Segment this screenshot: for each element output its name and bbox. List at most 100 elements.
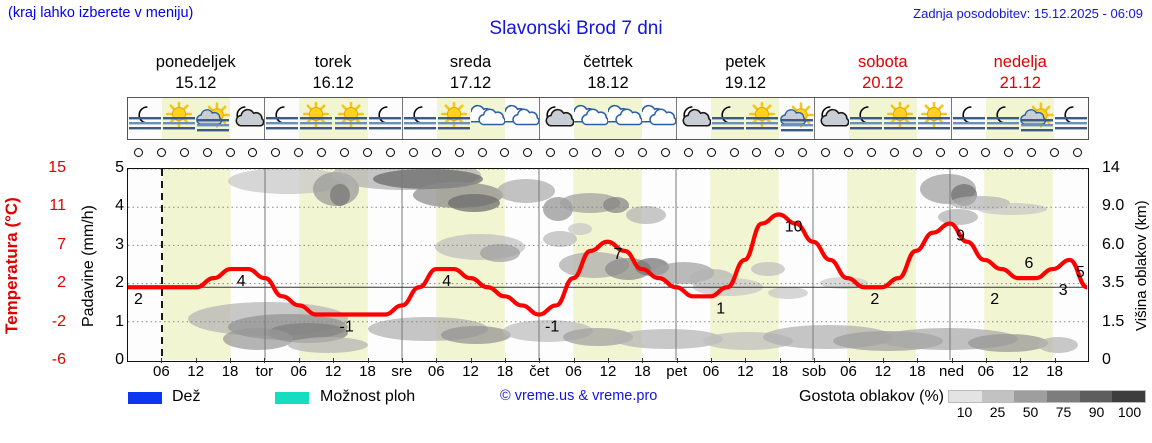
temperature-point-label-6: 1: [716, 300, 725, 317]
temperature-point-label-0: 2: [134, 291, 143, 308]
time-label-3: tor: [255, 363, 274, 380]
time-tick: [470, 358, 472, 363]
copyright-link[interactable]: © vreme.us & vreme.pro: [500, 388, 658, 404]
temp-tick-2: 7: [57, 235, 66, 253]
time-label-24: 06: [977, 363, 995, 380]
time-tick: [985, 358, 987, 363]
showers-legend-label: Možnost ploh: [320, 388, 416, 405]
weather-icon-sun-cloud-fog: [779, 98, 814, 139]
density-swatch-3: [1047, 391, 1080, 402]
weather-icon-moon-fog: [264, 98, 299, 139]
time-tick: [230, 358, 232, 363]
temperature-axis-title: Temperatura (°C): [2, 197, 21, 335]
density-swatch-5: [1112, 391, 1146, 402]
wind-calm-marker: [448, 147, 471, 157]
time-tick: [642, 358, 644, 363]
time-label-18: 18: [771, 363, 789, 380]
time-label-22: 18: [908, 363, 926, 380]
precip-tick-4: 1: [115, 312, 124, 330]
wind-indicator-row: [127, 141, 1089, 163]
last-update-label: Zadnja posodobitev: 15.12.2025 - 06:09: [913, 6, 1143, 21]
weather-icon-moon-fog: [401, 98, 437, 139]
precipitation-tick-labels: 5 4 3 2 1 0: [104, 159, 124, 368]
time-label-20: 06: [840, 363, 857, 380]
day-date: 17.12: [449, 74, 492, 92]
density-value-3: 75: [1055, 404, 1072, 420]
time-label-15: pet: [666, 363, 688, 380]
wind-calm-marker: [952, 147, 975, 157]
day-name: torek: [314, 53, 352, 71]
time-label-0: 06: [153, 363, 170, 380]
time-label-25: 12: [1011, 363, 1029, 380]
time-label-1: 12: [187, 363, 205, 380]
height-tick-5: 0: [1102, 351, 1111, 368]
time-label-21: 12: [874, 363, 892, 380]
time-tick: [333, 358, 335, 363]
weather-icon-sun-fog: [436, 98, 471, 139]
weather-icon-sun-fog: [917, 98, 951, 139]
density-swatch-0: [949, 391, 982, 402]
place-selection-hint: (kraj lahko izberete v meniju): [8, 5, 194, 21]
time-label-9: 12: [462, 363, 479, 380]
day-date: 21.12: [999, 74, 1041, 92]
wind-calm-marker: [837, 147, 860, 157]
temp-tick-3: 2: [57, 274, 66, 292]
cloud-density-legend-label: Gostota oblakov (%): [799, 388, 944, 405]
weather-icon-cloud: [504, 98, 539, 139]
temperature-point-label-10: 2: [990, 291, 999, 308]
wind-calm-marker: [883, 147, 906, 157]
day-name: sreda: [449, 53, 492, 71]
wind-calm-marker: [723, 147, 746, 157]
time-tick: [779, 358, 781, 363]
day-name: četrtek: [583, 53, 633, 71]
weather-icon-sun-fog: [333, 98, 368, 139]
time-tick: [676, 358, 678, 363]
wind-calm-marker: [196, 147, 219, 157]
time-tick: [401, 358, 403, 363]
wind-calm-marker: [631, 147, 654, 157]
day-name: ponedeljek: [155, 53, 236, 71]
time-label-13: 12: [599, 363, 617, 380]
temp-tick-4: -2: [51, 312, 66, 330]
temperature-point-label-1: 4: [237, 273, 246, 290]
wind-calm-marker: [860, 147, 883, 157]
wind-calm-marker: [471, 147, 494, 157]
density-swatch-2: [1014, 391, 1048, 402]
time-tick: [951, 358, 953, 363]
height-tick-1: 9.0: [1102, 197, 1125, 215]
temperature-point-label-8: 2: [870, 291, 879, 308]
time-label-26: 18: [1046, 363, 1063, 380]
time-axis: 06 12 18 tor 06 12 18 sre 06 12 18 čet 06 12 18 pet 06 12…: [127, 358, 1089, 385]
day-date: 20.12: [862, 74, 904, 92]
time-tick: [814, 358, 816, 363]
weather-icon-sun-fog: [162, 98, 197, 139]
time-label-23: ned: [939, 363, 965, 380]
time-tick: [608, 358, 609, 363]
time-tick: [161, 358, 163, 363]
wind-calm-marker: [791, 147, 814, 157]
time-label-14: 18: [634, 363, 651, 380]
wind-calm-marker: [425, 147, 448, 157]
weather-icon-moon-cloud: [676, 98, 712, 139]
time-label-17: 12: [737, 363, 754, 380]
precip-tick-5: 0: [115, 351, 124, 368]
time-tick: [298, 358, 300, 363]
weather-icon-moon-fog: [848, 98, 883, 139]
rain-legend-label: Dež: [172, 388, 201, 405]
density-swatch-4: [1079, 391, 1113, 402]
weather-icon-moon-fog: [711, 98, 746, 139]
temperature-point-label-11: 6: [1025, 255, 1034, 272]
time-tick: [848, 358, 850, 363]
time-tick: [504, 358, 506, 363]
time-label-16: 06: [702, 363, 720, 380]
wind-calm-marker: [814, 147, 837, 157]
time-label-2: 18: [221, 363, 239, 380]
density-value-5: 100: [1117, 404, 1142, 420]
day-header-2: sreda 17.12: [402, 52, 539, 96]
day-header-6: nedelja 21.12: [952, 52, 1089, 96]
weather-icon-moon-fog: [128, 98, 162, 139]
density-value-1: 25: [989, 404, 1006, 420]
time-tick: [917, 358, 919, 363]
time-label-6: 18: [359, 363, 376, 380]
